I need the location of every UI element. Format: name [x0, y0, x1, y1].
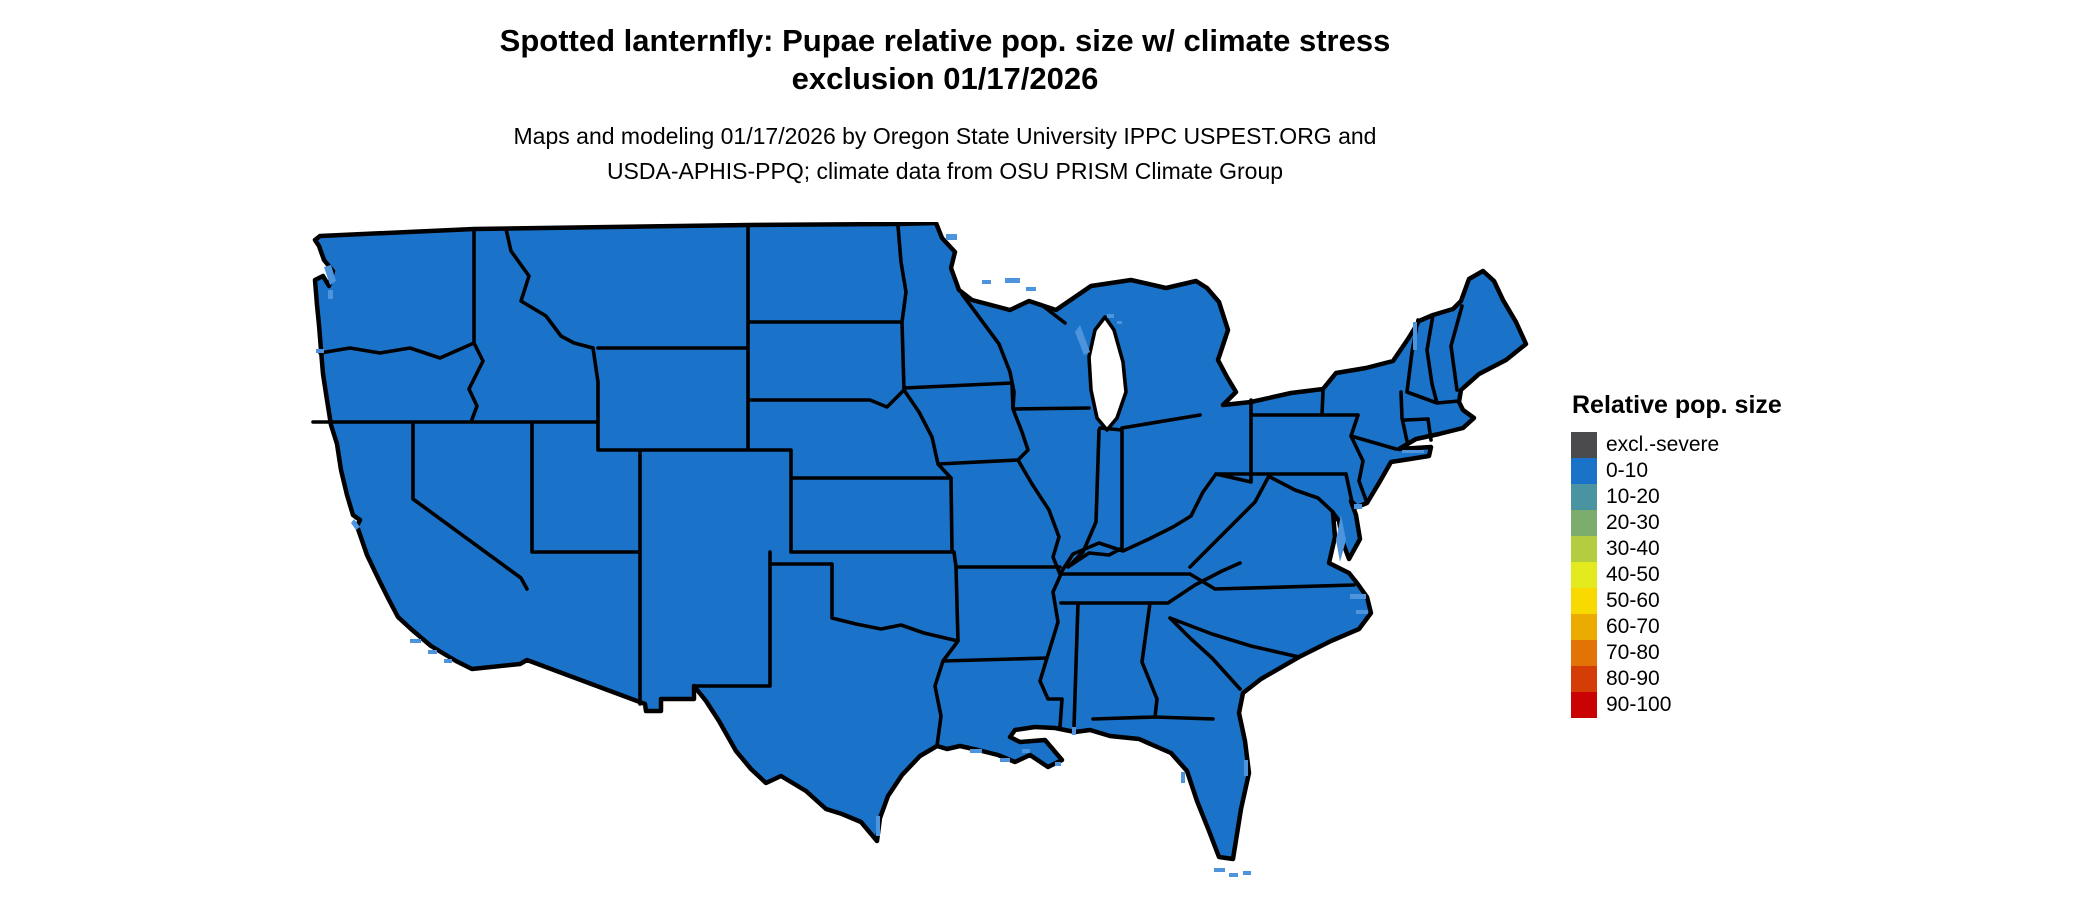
legend-swatch: [1571, 536, 1597, 562]
legend-label: 10-20: [1606, 485, 1660, 508]
legend-label: 50-60: [1606, 589, 1660, 612]
legend-row: excl.-severe: [1571, 432, 1891, 458]
water-details: [316, 234, 1424, 877]
legend-row: 90-100: [1571, 692, 1891, 718]
legend-label: 0-10: [1606, 459, 1649, 482]
legend-title: Relative pop. size: [1572, 391, 1782, 419]
legend-row: 30-40: [1571, 536, 1891, 562]
map-title-line1: Spotted lanternfly: Pupae relative pop. …: [499, 23, 1391, 58]
conus-outline: [312, 220, 1529, 862]
legend-label: 80-90: [1606, 667, 1660, 690]
legend-label: 20-30: [1606, 511, 1660, 534]
legend-swatch: [1571, 432, 1597, 458]
legend-swatch: [1571, 562, 1597, 588]
legend-row: 20-30: [1571, 510, 1891, 536]
legend-row: 10-20: [1571, 484, 1891, 510]
legend-label: 70-80: [1606, 641, 1660, 664]
map-subtitle: Maps and modeling 01/17/2026 by Oregon S…: [0, 119, 1890, 189]
lake-michigan: [1087, 315, 1128, 432]
map-title-line2: exclusion 01/17/2026: [791, 61, 1099, 96]
legend-label: 60-70: [1606, 615, 1660, 638]
legend: Relative pop. size excl.-severe 0-10 10-20…: [1571, 391, 1891, 718]
legend-swatch: [1571, 614, 1597, 640]
legend-label: 40-50: [1606, 563, 1660, 586]
us-map: [310, 220, 1560, 892]
legend-swatch: [1571, 666, 1597, 692]
legend-row: 70-80: [1571, 640, 1891, 666]
legend-label: 30-40: [1606, 537, 1660, 560]
legend-swatch: [1571, 588, 1597, 614]
legend-swatch: [1571, 510, 1597, 536]
legend-swatch: [1571, 640, 1597, 666]
legend-row: 0-10: [1571, 458, 1891, 484]
legend-swatch: [1571, 692, 1597, 718]
legend-label: 90-100: [1606, 693, 1672, 716]
legend-row: 60-70: [1571, 614, 1891, 640]
legend-row: 40-50: [1571, 562, 1891, 588]
state-borders: [311, 223, 1464, 748]
legend-row: 80-90: [1571, 666, 1891, 692]
legend-swatch: [1571, 484, 1597, 510]
legend-swatch: [1571, 458, 1597, 484]
legend-label: excl.-severe: [1606, 433, 1720, 456]
map-subtitle-line2: USDA-APHIS-PPQ; climate data from OSU PR…: [606, 158, 1284, 184]
legend-row: 50-60: [1571, 588, 1891, 614]
map-subtitle-line1: Maps and modeling 01/17/2026 by Oregon S…: [513, 123, 1377, 149]
map-title: Spotted lanternfly: Pupae relative pop. …: [0, 22, 1890, 98]
legend-rows: excl.-severe 0-10 10-20 20-30 30-40 40-50 50-6…: [1571, 432, 1891, 718]
